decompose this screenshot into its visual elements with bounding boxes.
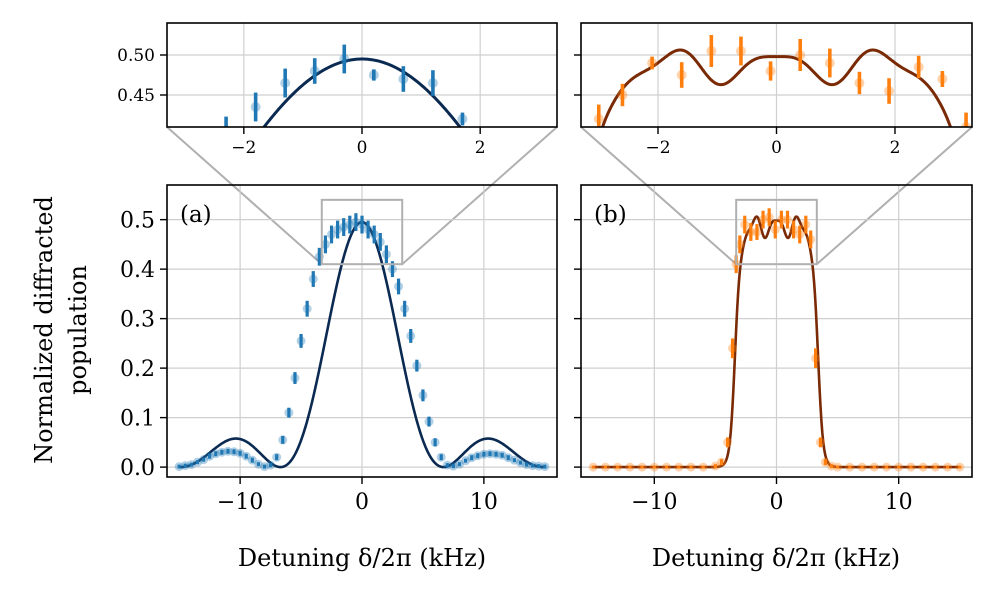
panel-a: −10 0 10 0.0 0.1 0.2 0.3 0.4 0.5 <box>120 184 558 515</box>
a-zoom-box <box>320 198 404 266</box>
a-ytick-label-0: 0.0 <box>120 456 155 481</box>
b-inset-fit-curve <box>600 48 953 127</box>
zoom-connectors <box>166 126 973 265</box>
a-connector-left <box>166 126 323 265</box>
b-inset-grid <box>581 23 972 127</box>
ylabel-line-2: population <box>64 265 92 395</box>
a-ytick-label-5: 0.5 <box>120 209 155 234</box>
panel-a-label: (a) <box>180 202 212 228</box>
b-inset-xtick-label-2: 2 <box>890 138 901 158</box>
a-inset-ytick-label-1: 0.50 <box>117 46 155 66</box>
b-xtick-label-0: −10 <box>631 490 677 515</box>
a-inset-xtick-label-0: −2 <box>231 138 256 158</box>
a-xtick-label-1: 0 <box>355 490 369 515</box>
inset-b: −2 0 2 <box>574 22 973 158</box>
a-inset-fit-curve <box>262 57 462 127</box>
a-ytick-label-3: 0.3 <box>120 308 155 333</box>
ylabel-line-1: Normalized diffracted <box>30 196 58 464</box>
a-ytick-label-2: 0.2 <box>120 357 155 382</box>
panel-b: −10 0 10 <box>574 184 973 515</box>
b-inset-xtick-label-0: −2 <box>645 138 670 158</box>
a-connector-right <box>401 126 558 265</box>
panel-b-xlabel: Detuning δ/2π (kHz) <box>652 544 900 572</box>
panel-a-xlabel: Detuning δ/2π (kHz) <box>238 544 486 572</box>
b-zoom-box <box>735 198 818 266</box>
a-inset-grid <box>167 23 557 127</box>
a-inset-xtick-label-2: 2 <box>475 138 486 158</box>
a-inset-ytick-label-0: 0.45 <box>117 86 155 106</box>
a-ytick-label-1: 0.1 <box>120 407 155 432</box>
b-connector-left <box>580 126 737 265</box>
a-inset-xtick-label-1: 0 <box>357 138 368 158</box>
a-xtick-label-0: −10 <box>217 490 263 515</box>
b-inset-xtick-label-1: 0 <box>771 138 782 158</box>
b-connector-right <box>816 126 973 265</box>
panel-b-label: (b) <box>594 202 627 228</box>
a-ytick-label-4: 0.4 <box>120 258 155 283</box>
a-xtick-label-2: 10 <box>470 490 498 515</box>
b-xtick-label-2: 10 <box>885 490 913 515</box>
inset-a: −2 0 2 0.45 0.50 <box>117 22 558 158</box>
b-xtick-label-1: 0 <box>770 490 784 515</box>
